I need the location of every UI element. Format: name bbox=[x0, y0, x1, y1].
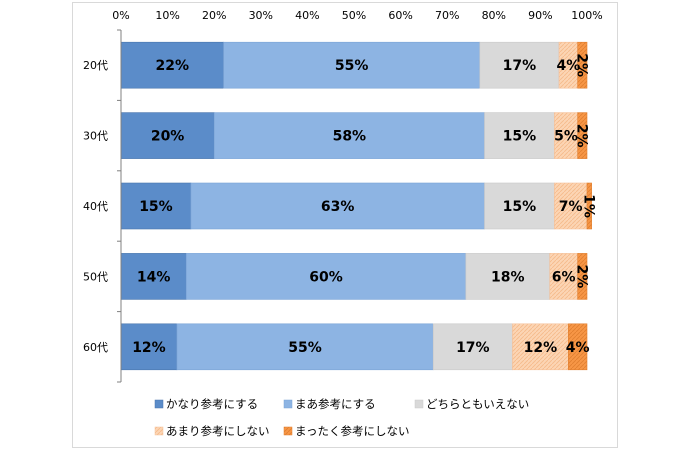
data-label: 60% bbox=[309, 269, 343, 285]
bar-segment bbox=[176, 323, 434, 371]
bar-segment bbox=[484, 182, 555, 230]
legend-swatch bbox=[154, 399, 164, 409]
bar-segment bbox=[577, 253, 588, 300]
legend-label: あまり参考にしない bbox=[166, 424, 270, 438]
data-label: 20% bbox=[151, 129, 185, 145]
bar-segment bbox=[586, 182, 592, 230]
data-label: 2% bbox=[573, 53, 589, 77]
data-label: 55% bbox=[335, 58, 369, 74]
category-label: 40代 bbox=[83, 200, 108, 213]
bar-segment bbox=[577, 112, 588, 159]
legend-swatch bbox=[283, 426, 293, 436]
data-label: 22% bbox=[156, 58, 190, 74]
bar-segment bbox=[120, 253, 187, 300]
legend-label: まあ参考にする bbox=[295, 397, 376, 411]
x-tick-label: 100% bbox=[571, 9, 602, 22]
bar-segment bbox=[120, 112, 215, 159]
category-label: 60代 bbox=[83, 341, 108, 354]
x-tick-label: 80% bbox=[482, 9, 506, 22]
x-tick-label: 40% bbox=[295, 9, 319, 22]
x-tick-label: 60% bbox=[388, 9, 412, 22]
data-label: 6% bbox=[552, 269, 576, 285]
data-label: 7% bbox=[559, 199, 583, 215]
bar-segment bbox=[549, 253, 578, 300]
data-label: 63% bbox=[321, 199, 355, 215]
data-label: 15% bbox=[503, 199, 537, 215]
data-label: 18% bbox=[491, 269, 525, 285]
legend-label: かなり参考にする bbox=[166, 397, 258, 411]
legend-swatch bbox=[414, 399, 424, 409]
data-label: 12% bbox=[132, 340, 166, 356]
data-label: 15% bbox=[139, 199, 173, 215]
x-tick-label: 0% bbox=[112, 9, 129, 22]
data-label: 4% bbox=[556, 58, 580, 74]
category-label: 30代 bbox=[83, 130, 108, 143]
bar-segment bbox=[465, 253, 551, 300]
legend-swatch bbox=[154, 426, 164, 436]
bar-segment bbox=[185, 253, 467, 300]
bar-segment bbox=[568, 323, 588, 371]
x-tick-label: 10% bbox=[155, 9, 179, 22]
bar-segment bbox=[190, 182, 485, 230]
legend-label: まったく参考にしない bbox=[295, 424, 410, 438]
bars bbox=[120, 41, 592, 371]
data-label: 14% bbox=[137, 269, 171, 285]
data-label: 2% bbox=[573, 265, 589, 289]
data-label: 5% bbox=[554, 129, 578, 145]
x-tick-label: 50% bbox=[342, 9, 366, 22]
bar-segment bbox=[223, 41, 481, 89]
bar-segment bbox=[120, 182, 192, 230]
x-tick-label: 90% bbox=[528, 9, 552, 22]
data-label: 1% bbox=[580, 194, 596, 218]
legend-swatch bbox=[283, 399, 293, 409]
data-label: 4% bbox=[566, 340, 590, 356]
bar-segment bbox=[484, 112, 555, 159]
bar-segment bbox=[479, 41, 560, 89]
data-label: 15% bbox=[503, 129, 537, 145]
y-axis bbox=[117, 29, 122, 383]
legend-label: どちらともいえない bbox=[426, 397, 529, 411]
data-label: 17% bbox=[456, 340, 490, 356]
data-label: 12% bbox=[524, 340, 558, 356]
category-label: 50代 bbox=[83, 270, 108, 283]
x-tick-label: 20% bbox=[202, 9, 226, 22]
x-tick-label: 30% bbox=[249, 9, 273, 22]
bar-segment bbox=[213, 112, 485, 159]
data-label: 55% bbox=[288, 340, 322, 356]
data-label: 2% bbox=[573, 124, 589, 148]
bar-segment bbox=[120, 323, 178, 371]
bar-segment bbox=[577, 41, 588, 89]
category-label: 20代 bbox=[83, 59, 108, 72]
bar-segment bbox=[432, 323, 513, 371]
bar-segment bbox=[512, 323, 569, 371]
x-axis: 0% 10% 20% 30% 40% 50% 60% 70% 80% 90% 100% bbox=[112, 9, 602, 22]
data-label: 58% bbox=[333, 129, 367, 145]
bar-segment bbox=[120, 41, 224, 89]
data-label: 17% bbox=[503, 58, 537, 74]
x-tick-label: 70% bbox=[435, 9, 459, 22]
